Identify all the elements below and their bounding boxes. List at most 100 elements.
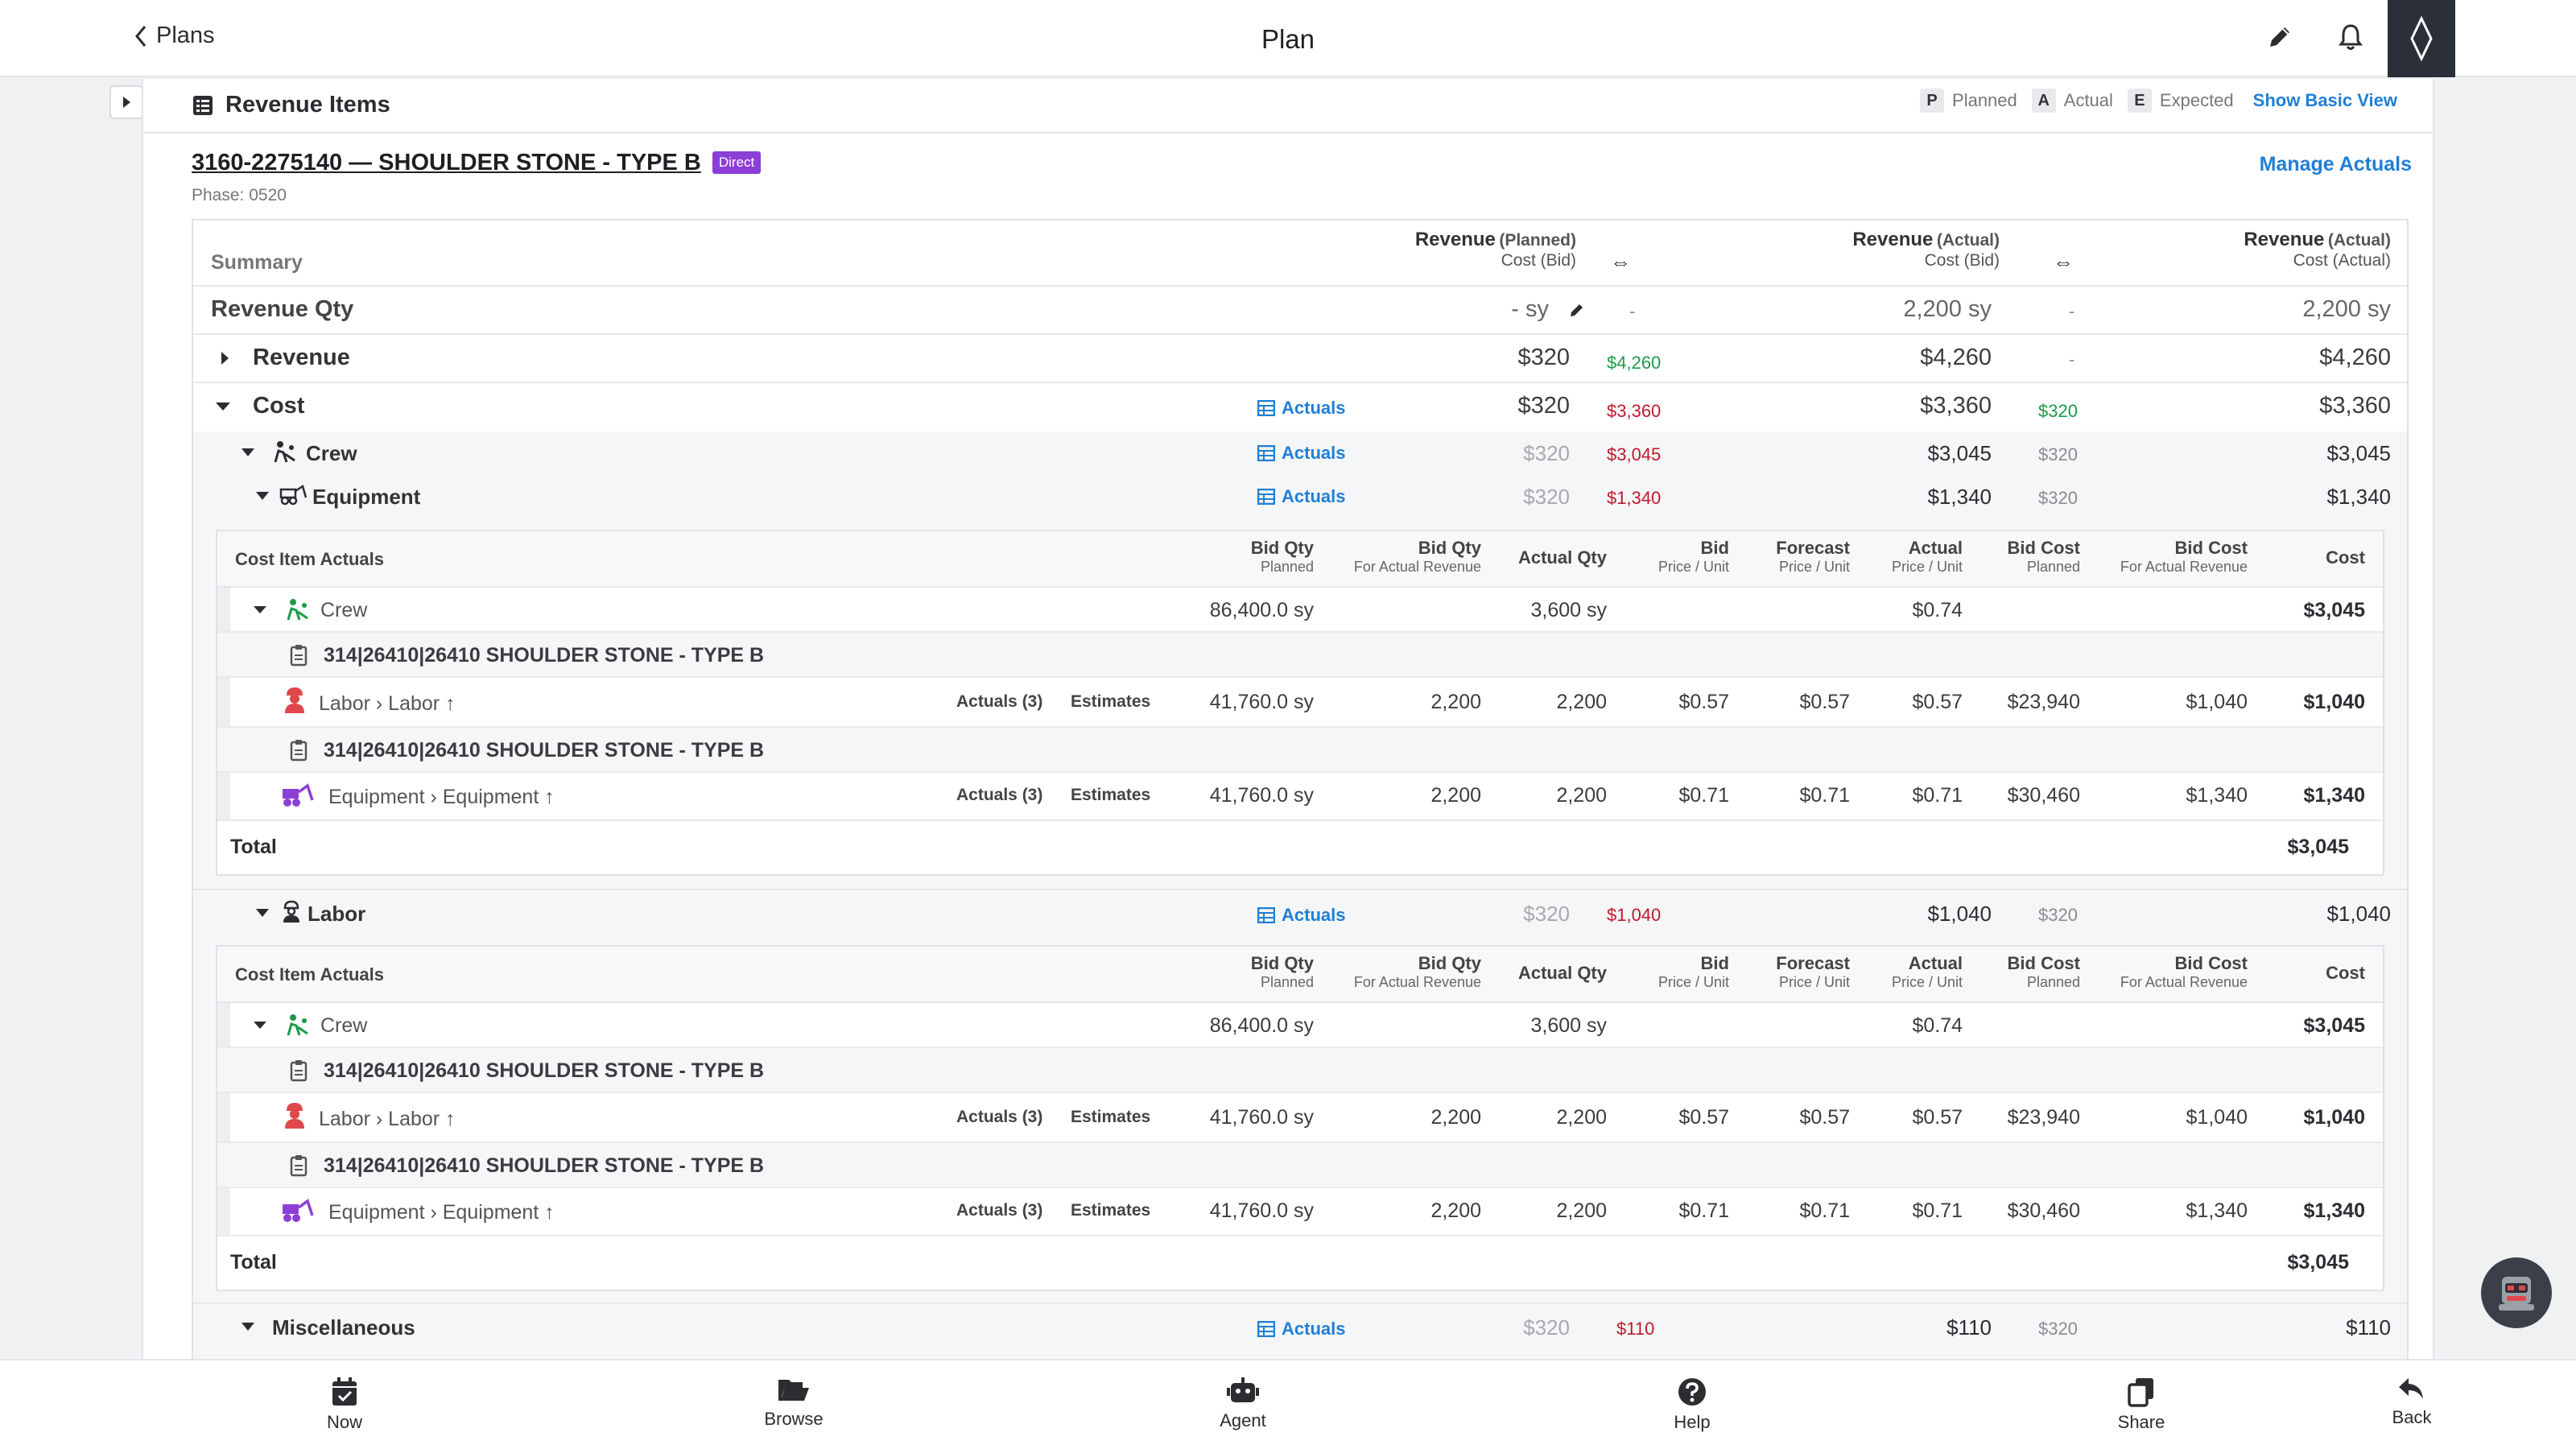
nav-share[interactable]: Share (2085, 1377, 2198, 1433)
misc-actuals-link[interactable]: Actuals (1257, 1319, 1345, 1340)
nav-back[interactable]: Back (2355, 1377, 2468, 1428)
header-main: Bid Qty (1250, 953, 1314, 973)
crew-actuals-link[interactable]: Actuals (1257, 443, 1345, 464)
actuals-label: Actuals (1282, 398, 1346, 418)
labor-actuals-link[interactable]: Actuals (3) (956, 1108, 1043, 1126)
header-main: Actual (1908, 538, 1963, 558)
header-main: Cost (2326, 963, 2365, 983)
caret-down-icon[interactable] (254, 491, 270, 501)
header-main: Forecast (1776, 538, 1850, 558)
robot-icon (1227, 1377, 1259, 1402)
equipment-icon (283, 783, 314, 807)
actual-price-value: $0.71 (1912, 784, 1963, 807)
labor-estimates-link[interactable]: Estimates (1071, 692, 1151, 711)
nav-help[interactable]: Help (1636, 1377, 1748, 1433)
bell-icon[interactable] (2334, 21, 2367, 53)
header-main: Cost (2326, 547, 2365, 568)
crew-icon (274, 441, 295, 463)
cia-labor-row[interactable]: Labor ›​ Labor ↑ Actuals (3) Estimates 4… (217, 678, 2383, 728)
labor-estimates-link[interactable]: Estimates (1071, 1108, 1151, 1126)
summary-table: Summary Revenue (Planned) Cost (Bid) ⇔ R… (192, 219, 2409, 1359)
swap-icon[interactable]: ⇔ (2053, 250, 2074, 274)
manage-actuals-button[interactable]: Manage Actuals (2259, 153, 2412, 175)
bid-qty-value: 41,760.0 sy (1209, 1199, 1314, 1222)
show-basic-view-button[interactable]: Show Basic View (2252, 90, 2397, 110)
actual-price-value: $0.71 (1912, 1199, 1963, 1222)
cost-value: $3,045 (2303, 1014, 2365, 1037)
nav-agent[interactable]: Agent (1187, 1377, 1299, 1431)
bid-qty-value: 41,760.0 sy (1209, 784, 1314, 807)
labor-actuals-link[interactable]: Actuals (3) (956, 692, 1043, 711)
cia-header-row: Cost Item Actuals Bid Qty Planned Bid Qty… (217, 947, 2383, 1003)
cia-col-header: Bid Cost For Actual Revenue (2120, 538, 2248, 576)
equipment-actuals-link[interactable]: Actuals (1257, 486, 1345, 507)
summary-row-equipment[interactable]: Equipment Actuals $320 $1,340 $1,340 $32… (193, 475, 2407, 518)
nav-label: Browse (764, 1409, 824, 1429)
equipment-actuals-link[interactable]: Actuals (3) (956, 1201, 1043, 1220)
delta-value: $1,040 (1607, 905, 1662, 925)
cia-crew-row[interactable]: Crew 86,400.0 sy 3,600 sy $0.74 $3,045 (217, 588, 2383, 633)
labor-actuals-link[interactable]: Actuals (1257, 905, 1345, 926)
actual-qty-value: 2,200 (1556, 1199, 1607, 1222)
page-title: Plan (1261, 24, 1315, 54)
cia-equipment-row[interactable]: Equipment ›​ Equipment ↑ Actuals (3) Est… (217, 773, 2383, 821)
cia-col-header: Bid Price / Unit (1658, 538, 1729, 576)
cost-actuals-link[interactable]: Actuals (1257, 398, 1345, 419)
section-header: Revenue Items P Planned A Actual E Expected… (143, 79, 2433, 134)
header-sub: Price / Unit (1778, 974, 1850, 990)
bid-cost-value: $30,460 (2007, 784, 2080, 807)
planned-value: $320 (1523, 485, 1570, 509)
revenue-item-title[interactable]: 3160-2275140 — SHOULDER STONE - TYPE B (192, 150, 701, 175)
bid-cost-revenue-value: $1,340 (2186, 1199, 2248, 1222)
col-qualifier: (Actual) (2327, 231, 2391, 250)
calendar-check-icon (332, 1377, 357, 1406)
legend-key: E (2127, 89, 2152, 113)
col-qualifier: (Actual) (1936, 231, 2000, 250)
direct-badge: Direct (712, 151, 762, 174)
cia-col-header: Actual Price / Unit (1892, 953, 1963, 991)
summary-row-labor[interactable]: Labor Actuals $320 $1,040 $1,040 $320 $1… (193, 889, 2407, 937)
caret-down-icon[interactable] (214, 401, 232, 412)
equipment-actuals-link[interactable]: Actuals (3) (956, 786, 1043, 804)
planned-value: $320 (1523, 902, 1570, 926)
summary-row-crew[interactable]: Crew Actuals $320 $3,045 $3,045 $320 $3,… (193, 431, 2407, 475)
edit-qty-icon[interactable] (1568, 301, 1586, 319)
brand-logo[interactable] (2388, 0, 2455, 77)
caret-down-icon[interactable] (240, 1322, 256, 1331)
pencil-icon[interactable] (2264, 21, 2296, 53)
caret-right-icon[interactable] (219, 349, 230, 367)
top-bar: Plans Plan (0, 0, 2576, 77)
back-to-plans-link[interactable]: Plans (134, 23, 215, 49)
sidebar-toggle-button[interactable] (109, 85, 143, 119)
cia-crew-row[interactable]: Crew 86,400.0 sy 3,600 sy $0.74 $3,045 (217, 1003, 2383, 1048)
nav-browse[interactable]: Browse (737, 1377, 850, 1430)
summary-row-cost[interactable]: Cost Actuals $320 $3,360 $3,360 $320 $3,… (193, 383, 2407, 431)
caret-down-icon[interactable] (253, 1021, 267, 1030)
caret-down-icon[interactable] (240, 448, 256, 457)
header-sub: For Actual Revenue (2120, 974, 2248, 990)
cost-value: $1,040 (2303, 1106, 2365, 1129)
cia-equipment-row[interactable]: Equipment ›​ Equipment ↑ Actuals (3) Est… (217, 1188, 2383, 1236)
equipment-estimates-link[interactable]: Estimates (1071, 786, 1151, 804)
summary-row-miscellaneous[interactable]: Miscellaneous Actuals $320 $110 $110 $32… (193, 1302, 2407, 1351)
reply-icon (2399, 1378, 2423, 1399)
actual-cost-value: $110 (2346, 1315, 2391, 1340)
actuals-label: Actuals (1282, 486, 1346, 506)
cia-labor-row[interactable]: Labor ›​ Labor ↑ Actuals (3) Estimates 4… (217, 1093, 2383, 1143)
col-qualifier: (Planned) (1499, 231, 1576, 250)
revenue-items-panel: Revenue Items P Planned A Actual E Expected… (142, 79, 2434, 1359)
table-icon (1257, 1321, 1275, 1337)
actual-price-value: $0.74 (1912, 599, 1963, 621)
cia-col-header: Bid Qty Planned (1251, 538, 1314, 576)
worker-icon (283, 900, 299, 923)
caret-down-icon[interactable] (253, 605, 267, 614)
summary-row-revenue[interactable]: Revenue $320 $4,260 $4,260 - $4,260 (193, 335, 2407, 383)
nav-now[interactable]: Now (288, 1377, 401, 1433)
swap-icon[interactable]: ⇔ (1610, 250, 1631, 274)
caret-down-icon[interactable] (254, 908, 270, 918)
equipment-label: Equipment (328, 786, 425, 808)
equipment-estimates-link[interactable]: Estimates (1071, 1201, 1151, 1220)
row-label: Crew (320, 1014, 368, 1037)
agent-assistant-button[interactable] (2481, 1257, 2552, 1328)
bid-cost-value: $30,460 (2007, 1199, 2080, 1222)
